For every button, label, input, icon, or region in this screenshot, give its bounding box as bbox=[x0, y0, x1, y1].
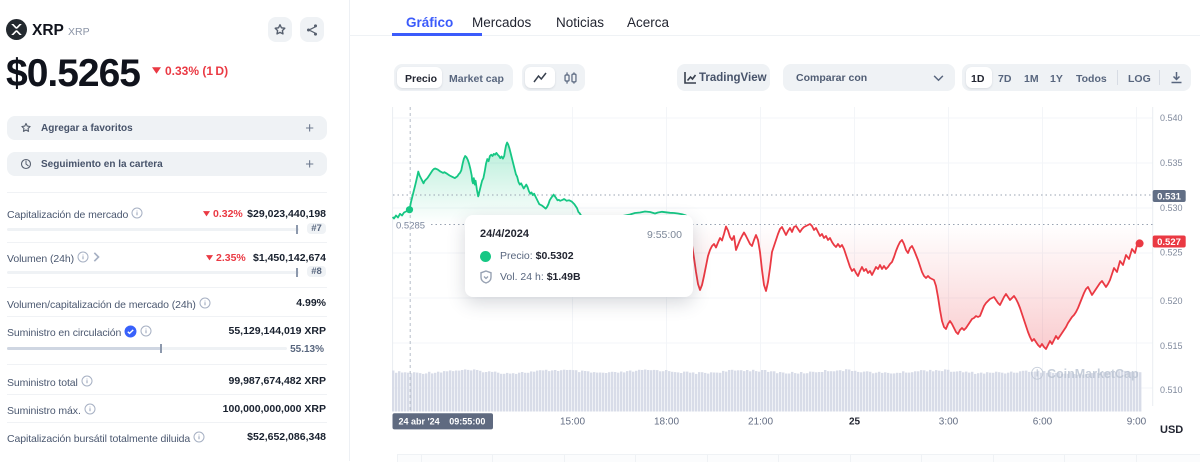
svg-text:3:00: 3:00 bbox=[939, 417, 959, 428]
svg-text:09:55:00: 09:55:00 bbox=[449, 416, 485, 426]
svg-text:0.527: 0.527 bbox=[1157, 237, 1181, 248]
svg-text:0.510: 0.510 bbox=[1160, 385, 1183, 395]
svg-text:0.525: 0.525 bbox=[1160, 248, 1183, 258]
svg-text:6:00: 6:00 bbox=[1033, 417, 1053, 428]
svg-text:0.540: 0.540 bbox=[1160, 113, 1183, 123]
svg-text:24 abr '24: 24 abr '24 bbox=[399, 416, 440, 426]
svg-text:ⓘ CoinMarketCap: ⓘ CoinMarketCap bbox=[1031, 366, 1139, 381]
svg-text:0.520: 0.520 bbox=[1160, 296, 1183, 306]
svg-text:0.515: 0.515 bbox=[1160, 341, 1183, 351]
svg-text:18:00: 18:00 bbox=[654, 417, 679, 428]
svg-text:15:00: 15:00 bbox=[560, 417, 585, 428]
svg-text:25: 25 bbox=[849, 417, 861, 428]
svg-text:USD: USD bbox=[1160, 424, 1183, 436]
svg-text:21:00: 21:00 bbox=[748, 417, 773, 428]
svg-text:9:00: 9:00 bbox=[1127, 417, 1147, 428]
svg-text:0.5285: 0.5285 bbox=[396, 221, 425, 232]
svg-text:0.531: 0.531 bbox=[1157, 192, 1181, 203]
svg-text:0.530: 0.530 bbox=[1160, 203, 1183, 213]
svg-text:0.535: 0.535 bbox=[1160, 158, 1183, 168]
